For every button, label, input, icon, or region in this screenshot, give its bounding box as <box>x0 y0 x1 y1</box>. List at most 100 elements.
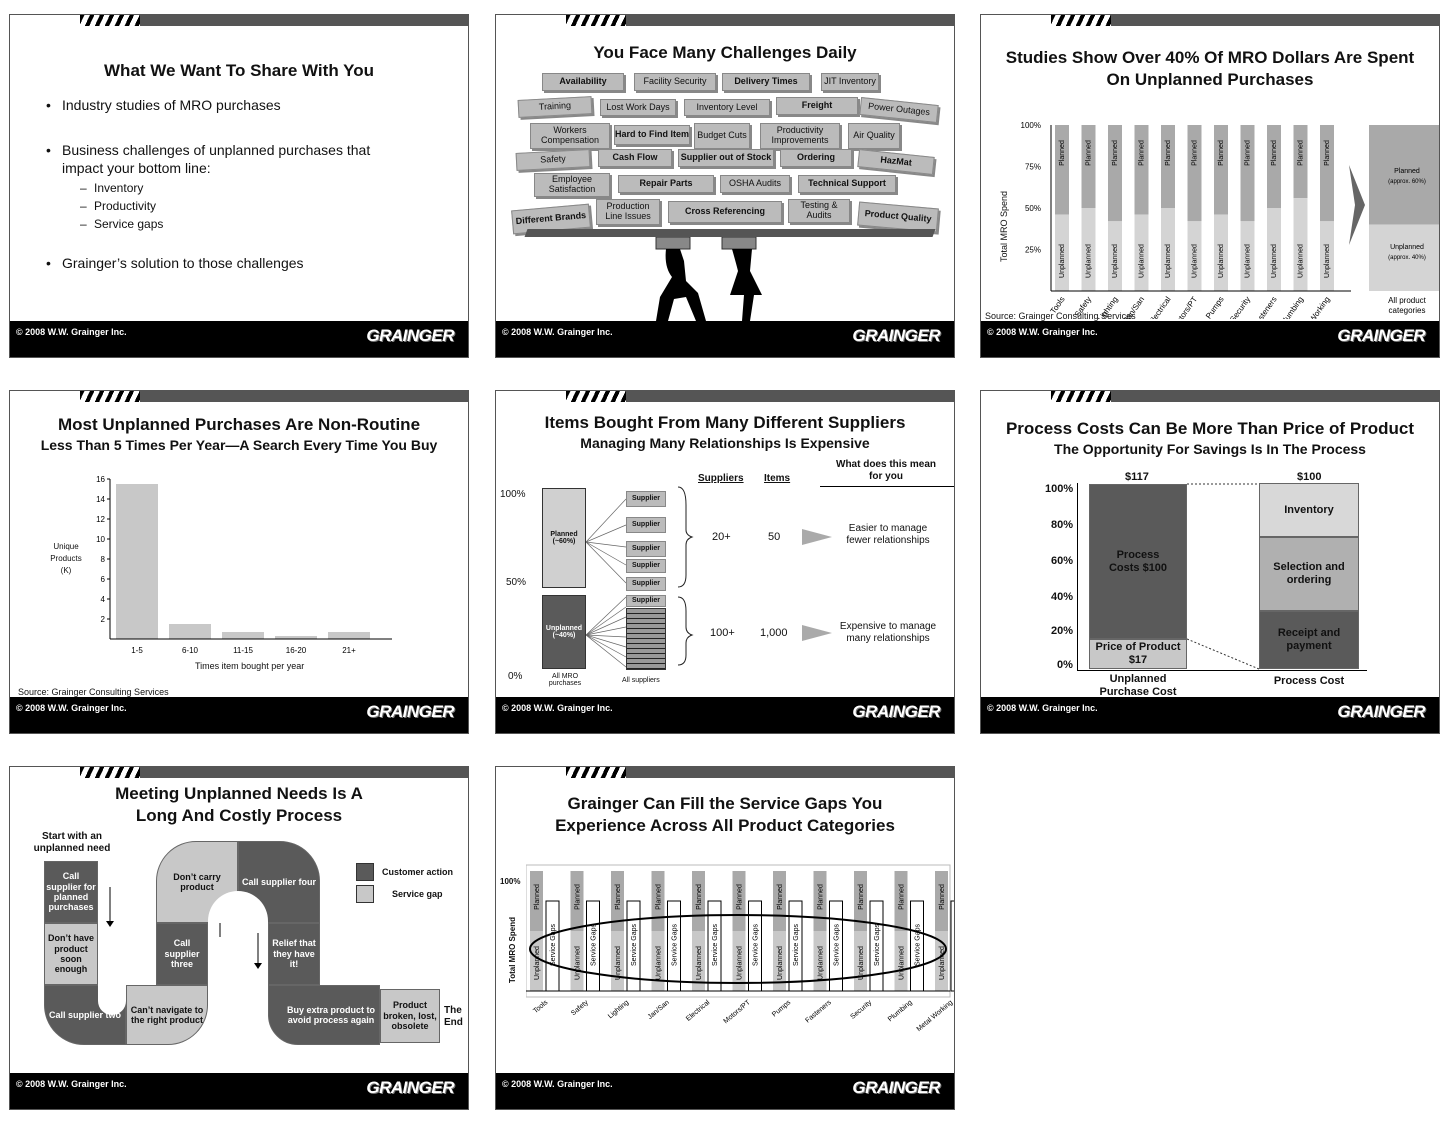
unplanned-label: Unplanned <box>1218 244 1225 278</box>
x-tick-label: Plumbing <box>1279 295 1306 319</box>
copyright: © 2008 W.W. Grainger Inc. <box>16 1079 127 1089</box>
unplanned-label: Unplanned <box>1245 244 1252 278</box>
slide-challenges[interactable]: You Face Many Challenges Daily Availabil… <box>495 14 955 358</box>
x-tick-label: Security <box>1228 295 1252 319</box>
left-category-label: Unplanned Purchase Cost <box>1099 673 1177 699</box>
service-gaps-label: Service Gaps <box>712 923 719 966</box>
planned-bar <box>1320 125 1334 222</box>
challenge-block: Safety <box>515 149 591 171</box>
challenge-block: OSHA Audits <box>720 175 790 193</box>
mro-spend-chart: 100%75%50%25%PlannedUnplannedToolsPlanne… <box>1021 121 1439 319</box>
planned-bar <box>1267 125 1281 208</box>
header-bar <box>140 767 468 778</box>
column-header-suppliers: Suppliers <box>698 473 744 484</box>
planned-label: Planned <box>737 884 744 910</box>
service-gaps-label: Service Gaps <box>591 923 598 966</box>
unplanned-bar <box>773 931 786 991</box>
supplier-lines <box>586 498 627 668</box>
y-tick: 20% <box>1051 625 1074 637</box>
column-header-meaning: What does this mean for you <box>836 459 937 482</box>
unplanned-label: Unplanned <box>1324 244 1331 278</box>
summary-planned-label: Planned <box>1394 168 1420 175</box>
y-tick: 14 <box>96 495 105 504</box>
slide-non-routine[interactable]: Most Unplanned Purchases Are Non-Routine… <box>9 390 469 734</box>
y-tick: 100% <box>1021 121 1041 130</box>
supplier-box: Supplier <box>626 541 666 557</box>
challenge-block: Cash Flow <box>598 149 672 167</box>
header-bar <box>626 15 954 26</box>
planned-bar <box>530 871 543 931</box>
challenge-block: Productivity Improvements <box>760 123 840 149</box>
unplanned-bar <box>651 931 665 991</box>
sub-bullet: Inventory <box>80 181 143 195</box>
unplanned-bar <box>1108 221 1122 291</box>
unplanned-label: Unplanned <box>1112 244 1119 278</box>
challenge-block: Employee Satisfaction <box>534 173 610 197</box>
planned-bar <box>1161 125 1175 208</box>
slide-title: Grainger Can Fill the Service Gaps You E… <box>555 794 895 836</box>
copyright: © 2008 W.W. Grainger Inc. <box>16 327 127 337</box>
planned-bar <box>1293 125 1308 199</box>
slide-studies[interactable]: Studies Show Over 40% Of MRO Dollars Are… <box>980 14 1440 358</box>
header-stripes <box>1051 391 1111 402</box>
header-stripes <box>80 391 140 402</box>
x-tick-label: Tools <box>532 999 549 1015</box>
planned-label: Planned <box>534 884 541 910</box>
slide-footer: © 2008 W.W. Grainger Inc. GRAINGER <box>981 321 1439 357</box>
service-gaps-label: Service Gaps <box>550 923 557 966</box>
row1-items: 50 <box>768 531 781 543</box>
bar <box>222 632 264 639</box>
header-stripes <box>566 767 626 778</box>
figures-illustration <box>655 237 762 321</box>
inventory-segment: Inventory <box>1259 483 1359 537</box>
slide-service-gaps[interactable]: Grainger Can Fill the Service Gaps You E… <box>495 766 955 1110</box>
bar <box>169 624 211 639</box>
service-gaps-chart: Planned Unplanned Service Gaps Tools Planned… <box>526 864 954 1033</box>
slide-footer: © 2008 W.W. Grainger Inc. GRAINGER <box>10 321 468 357</box>
x-tick-label: 16-20 <box>286 646 307 655</box>
planned-bar <box>1214 125 1228 215</box>
slide-process-costs[interactable]: Process Costs Can Be More Than Price of … <box>980 390 1440 734</box>
challenge-block: Testing & Audits <box>788 199 850 223</box>
copyright: © 2008 W.W. Grainger Inc. <box>502 1079 613 1089</box>
slide-footer: © 2008 W.W. Grainger Inc. GRAINGER <box>496 697 954 733</box>
slide-footer: © 2008 W.W. Grainger Inc. GRAINGER <box>10 697 468 733</box>
unplanned-label: Unplanned <box>899 946 906 980</box>
slide-suppliers[interactable]: Items Bought From Many Different Supplie… <box>495 390 955 734</box>
planned-label: Planned <box>1192 140 1199 166</box>
planned-label: Planned <box>1139 140 1146 166</box>
summary-unplanned-bar <box>1369 224 1439 291</box>
slide-long-process[interactable]: Meeting Unplanned Needs Is A Long And Co… <box>9 766 469 1110</box>
planned-label: Planned <box>777 884 784 910</box>
summary-unplanned-label: Unplanned <box>1390 244 1424 251</box>
slide-share[interactable]: What We Want To Share With You Industry … <box>9 14 469 358</box>
slide-title: Process Costs Can Be More Than Price of … <box>1005 419 1415 438</box>
slide-title: Most Unplanned Purchases Are Non-Routine <box>57 415 421 434</box>
x-tick-label: Fasteners <box>1251 295 1279 319</box>
service-gaps-label: Service Gaps <box>874 923 881 966</box>
bar <box>328 632 370 639</box>
bullet: Business challenges of unplanned purchas… <box>46 141 412 177</box>
unplanned-label: Unplanned <box>615 946 622 980</box>
unplanned-bar <box>1293 198 1308 291</box>
price-of-product-segment: Price of Product $17 <box>1089 639 1187 669</box>
process-step-action: Call supplier three <box>156 923 208 985</box>
service-gaps-label: Service Gaps <box>915 923 922 966</box>
header-stripes <box>566 15 626 26</box>
x-tick-label: Electrical <box>1147 295 1173 319</box>
summary-planned-bar <box>1369 125 1439 225</box>
y-tick: 0% <box>508 671 523 682</box>
grainger-logo: GRAINGER <box>852 1078 940 1097</box>
x-tick-label: Jan/San <box>647 999 671 1021</box>
planned-label: Planned <box>1086 140 1093 166</box>
unplanned-bar <box>1267 208 1281 291</box>
y-tick: 100% <box>500 877 521 886</box>
process-step-gap: Don’t have product soon enough <box>44 923 98 985</box>
highlight-ellipse <box>529 914 947 984</box>
source-note: Source: Grainger Consulting Services <box>18 687 169 697</box>
copyright: © 2008 W.W. Grainger Inc. <box>987 703 1098 713</box>
process-step-action: Buy extra product to avoid process again <box>268 985 380 1045</box>
unplanned-bar <box>530 931 543 991</box>
copyright: © 2008 W.W. Grainger Inc. <box>987 327 1098 337</box>
row2-items: 1,000 <box>760 627 788 639</box>
